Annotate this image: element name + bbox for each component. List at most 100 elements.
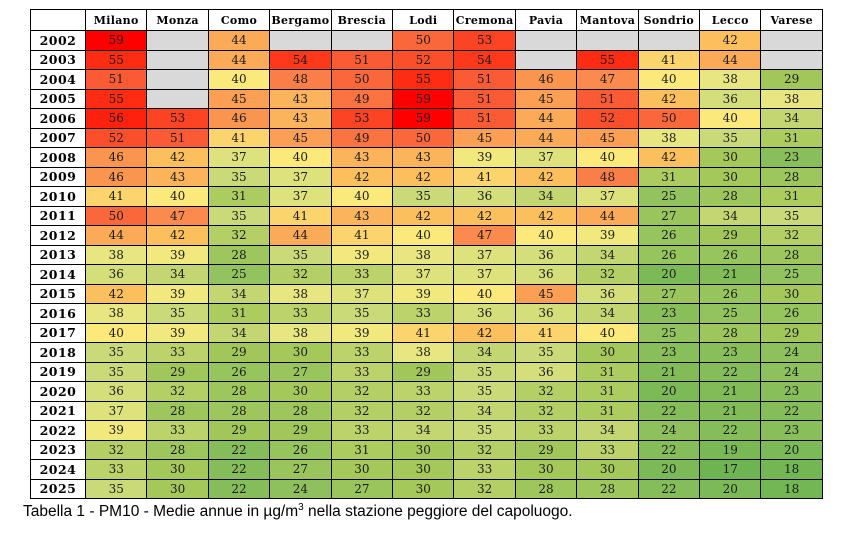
value-cell: 50: [392, 127, 455, 148]
table-row: 2007 52 51 41 45 49 50 45 44 45 38 35 31: [30, 127, 823, 148]
value-cell: 30: [330, 459, 394, 480]
value-cell: [760, 30, 823, 51]
year-cell: 2018: [30, 342, 86, 363]
value-cell: 30: [699, 147, 762, 168]
column-header-bergamo: Bergamo: [269, 9, 332, 31]
value-cell: 30: [392, 459, 455, 480]
value-cell: 26: [269, 439, 332, 460]
value-cell: 31: [207, 303, 271, 324]
value-cell: 26: [637, 244, 701, 265]
value-cell: 30: [514, 459, 578, 480]
value-cell: [269, 30, 332, 51]
value-cell: 30: [269, 342, 332, 363]
year-cell: 2023: [30, 439, 86, 460]
value-cell: 38: [760, 88, 823, 109]
value-cell: 35: [453, 381, 516, 402]
value-cell: 45: [514, 283, 578, 304]
value-cell: 30: [392, 478, 455, 499]
table-row: 2008 46 42 37 40 43 43 39 37 40 42 30 23: [30, 147, 823, 168]
year-cell: 2010: [30, 186, 86, 207]
value-cell: 28: [269, 400, 332, 421]
value-cell: 41: [453, 166, 516, 187]
value-cell: 32: [576, 264, 639, 285]
value-cell: 33: [576, 439, 639, 460]
value-cell: 33: [330, 420, 394, 441]
value-cell: 51: [84, 69, 148, 90]
column-header-monza: Monza: [146, 9, 209, 31]
value-cell: 52: [392, 49, 455, 70]
value-cell: 42: [84, 283, 148, 304]
value-cell: 23: [760, 381, 823, 402]
value-cell: 39: [146, 244, 209, 265]
value-cell: 37: [84, 400, 148, 421]
value-cell: 40: [637, 69, 701, 90]
value-cell: 34: [207, 283, 271, 304]
value-cell: 32: [453, 439, 516, 460]
value-cell: 26: [699, 244, 762, 265]
value-cell: 35: [330, 303, 394, 324]
value-cell: 18: [760, 478, 823, 499]
year-cell: 2011: [30, 205, 86, 226]
year-cell: 2002: [30, 30, 86, 51]
value-cell: 55: [84, 88, 148, 109]
value-cell: 51: [453, 88, 516, 109]
value-cell: 46: [84, 147, 148, 168]
value-cell: 34: [207, 322, 271, 343]
value-cell: 42: [699, 30, 762, 51]
value-cell: 45: [453, 127, 516, 148]
value-cell: 31: [330, 439, 394, 460]
year-cell: 2006: [30, 108, 86, 129]
value-cell: 27: [637, 205, 701, 226]
value-cell: 20: [760, 439, 823, 460]
value-cell: 37: [392, 264, 455, 285]
table-row: 2014 36 34 25 32 33 37 37 36 32 20 21 25: [30, 264, 823, 285]
value-cell: 26: [207, 361, 271, 382]
value-cell: 23: [760, 420, 823, 441]
year-cell: 2021: [30, 400, 86, 421]
year-cell: 2022: [30, 420, 86, 441]
value-cell: 36: [514, 361, 578, 382]
value-cell: 25: [637, 322, 701, 343]
value-cell: 44: [269, 225, 332, 246]
corner-cell: [30, 9, 86, 31]
value-cell: 44: [576, 205, 639, 226]
value-cell: 28: [207, 244, 271, 265]
value-cell: 43: [269, 88, 332, 109]
value-cell: 30: [576, 342, 639, 363]
value-cell: 37: [207, 147, 271, 168]
table-row: 2005 55 45 43 49 59 51 45 51 42 36 38: [30, 88, 823, 109]
value-cell: 36: [84, 381, 148, 402]
value-cell: 25: [699, 303, 762, 324]
value-cell: 59: [84, 30, 148, 51]
value-cell: 53: [330, 108, 394, 129]
value-cell: 59: [392, 88, 455, 109]
value-cell: 29: [392, 361, 455, 382]
value-cell: [760, 49, 823, 70]
value-cell: 55: [84, 49, 148, 70]
value-cell: 29: [207, 420, 271, 441]
column-header-sondrio: Sondrio: [637, 9, 701, 31]
value-cell: 39: [330, 322, 394, 343]
value-cell: 30: [576, 459, 639, 480]
table-row: 2003 55 44 54 51 52 54 55 41 44: [30, 49, 823, 70]
value-cell: 42: [514, 205, 578, 226]
column-header-mantova: Mantova: [576, 9, 639, 31]
value-cell: 47: [453, 225, 516, 246]
value-cell: 36: [514, 264, 578, 285]
value-cell: 32: [146, 381, 209, 402]
value-cell: 27: [269, 361, 332, 382]
value-cell: 44: [84, 225, 148, 246]
value-cell: 30: [760, 283, 823, 304]
table-header-row: Milano Monza Como Bergamo Brescia Lodi Cremona…: [30, 9, 823, 31]
value-cell: 39: [84, 420, 148, 441]
value-cell: 24: [760, 342, 823, 363]
value-cell: 39: [392, 283, 455, 304]
year-cell: 2014: [30, 264, 86, 285]
table-row: 2023 32 28 22 26 31 30 32 29 33 22 19 20: [30, 439, 823, 460]
value-cell: 38: [269, 322, 332, 343]
value-cell: 38: [392, 244, 455, 265]
year-cell: 2016: [30, 303, 86, 324]
value-cell: 25: [207, 264, 271, 285]
value-cell: 24: [269, 478, 332, 499]
table-row: 2004 51 40 48 50 55 51 46 47 40 38 29: [30, 69, 823, 90]
